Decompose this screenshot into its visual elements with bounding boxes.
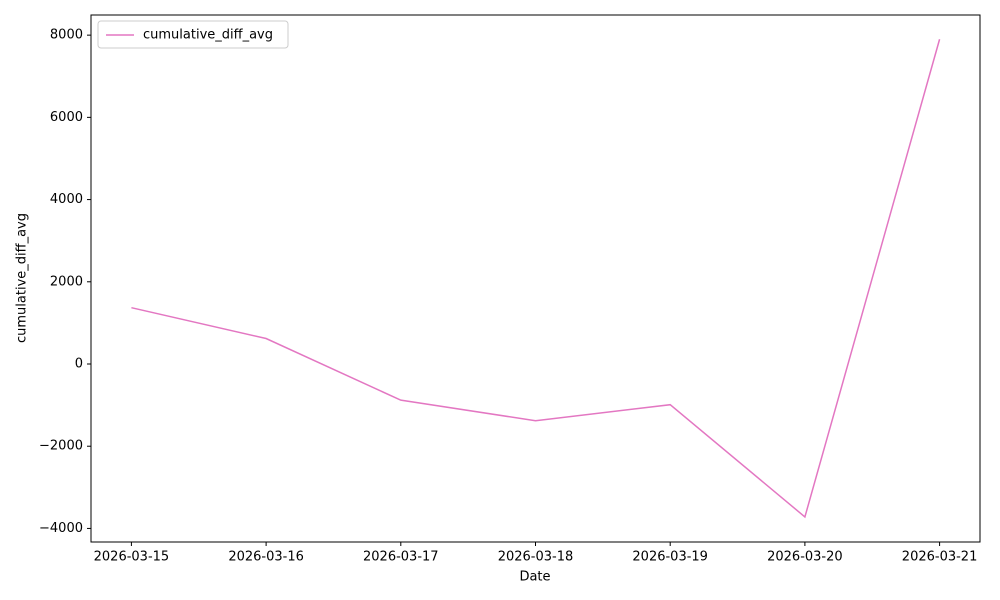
y-tick-label: 8000 xyxy=(50,28,83,43)
y-tick-label: −4000 xyxy=(39,521,83,536)
y-axis-label: cumulative_diff_avg xyxy=(15,213,30,343)
x-tick-label: 2026-03-18 xyxy=(498,550,574,565)
x-tick-label: 2026-03-16 xyxy=(228,550,304,565)
axes-frame xyxy=(90,14,981,543)
x-tick-label: 2026-03-20 xyxy=(767,550,843,565)
y-tick-label: 4000 xyxy=(50,192,83,207)
x-tick-label: 2026-03-21 xyxy=(902,550,978,565)
data-line xyxy=(131,39,941,519)
legend-label: cumulative_diff_avg xyxy=(143,28,273,43)
legend-box xyxy=(97,20,289,49)
y-tick-label: 6000 xyxy=(50,110,83,125)
x-tick-label: 2026-03-17 xyxy=(363,550,439,565)
x-tick-label: 2026-03-19 xyxy=(632,550,708,565)
y-tick-label: 0 xyxy=(75,357,83,372)
x-tick-label: 2026-03-15 xyxy=(94,550,170,565)
x-axis-label: Date xyxy=(519,570,550,585)
y-tick-label: 2000 xyxy=(50,274,83,289)
y-tick-label: −2000 xyxy=(39,439,83,454)
